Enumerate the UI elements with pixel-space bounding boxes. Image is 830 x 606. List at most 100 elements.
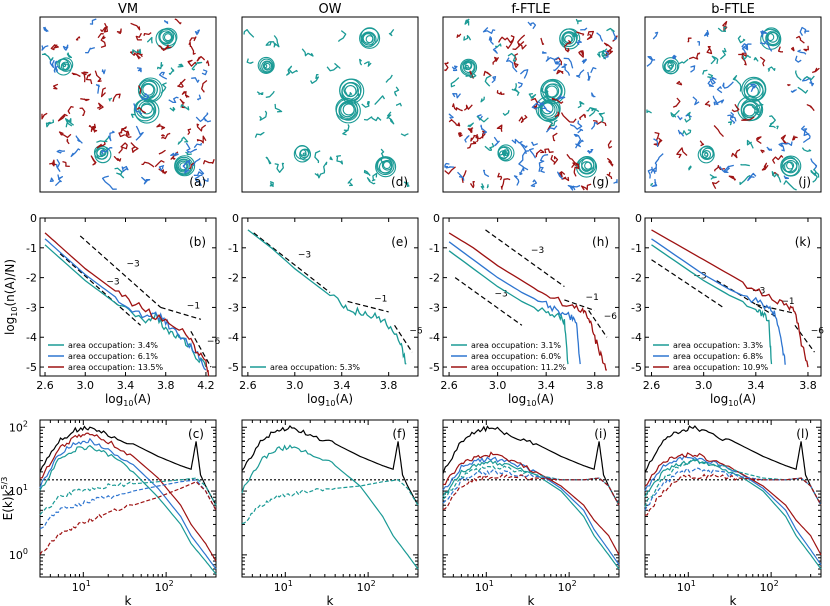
filament-red (540, 37, 545, 46)
vortex-ring (461, 60, 476, 75)
vortex-ring (62, 63, 67, 68)
axes-frame (241, 419, 419, 578)
filament-blue (581, 58, 587, 64)
filament-red (83, 73, 87, 83)
filament-blue (511, 138, 523, 144)
axes-frame (39, 217, 217, 377)
filament-teal (169, 106, 176, 112)
legend-entry: area occupation: 10.9% (673, 363, 769, 372)
x-tick-label: 101 (274, 579, 293, 594)
slope-guide (716, 280, 776, 317)
series-line-blue-dashed (39, 479, 217, 530)
filament-red (50, 44, 59, 51)
vortex-ring (497, 146, 510, 159)
filament-teal (596, 50, 607, 60)
y-axis-label: E(k)k5/3 (0, 477, 15, 521)
filament-blue (613, 179, 618, 184)
filament-teal (177, 63, 184, 68)
filament-red (687, 37, 692, 43)
column-title-1: OW (318, 2, 341, 17)
filament-blue (646, 56, 656, 67)
filament-blue (747, 172, 757, 182)
filament-teal (96, 136, 110, 143)
vortex-ring (766, 33, 775, 42)
filament-red (556, 69, 564, 75)
vortex-ring (697, 146, 715, 164)
filament-red (704, 100, 711, 107)
panel-label: (d) (391, 175, 408, 189)
vortex-ring (381, 159, 393, 171)
filament-red (196, 123, 207, 132)
filament-teal (783, 180, 797, 191)
y-tick-label: -1 (26, 242, 37, 255)
filament-red (573, 166, 580, 177)
filament-red (535, 149, 545, 158)
filament-red (711, 180, 720, 190)
filament-blue (528, 147, 537, 159)
filament-red (187, 59, 198, 67)
filament-red (607, 157, 614, 167)
filament-teal (160, 82, 167, 94)
filament-blue (557, 171, 564, 180)
filament-blue (810, 158, 818, 171)
filament-teal (709, 173, 717, 180)
vortex-ring (344, 85, 357, 98)
filament-teal (287, 68, 298, 74)
column-title-2: f-FTLE (511, 2, 550, 17)
filament-teal (286, 65, 293, 76)
filament-red (496, 124, 503, 132)
filament-blue (591, 92, 596, 98)
y-tick-label: -2 (429, 272, 440, 285)
filament-teal (727, 121, 733, 126)
filament-teal (684, 111, 691, 123)
slope-label: −1 (374, 295, 387, 305)
filament-red (714, 165, 726, 172)
vortex-ring (158, 28, 175, 45)
series-line-red (44, 232, 210, 377)
filament-blue (672, 54, 677, 60)
filament-teal (572, 30, 579, 38)
slope-guide (347, 300, 389, 313)
filament-teal (678, 58, 689, 65)
series-line-red-dashed (644, 473, 822, 516)
spectrum-panel-i: 101 102 (i) k (442, 419, 620, 606)
vortex-ring (360, 31, 377, 48)
filament-red (498, 36, 515, 44)
filament-blue (580, 27, 588, 31)
filament-red (156, 123, 166, 130)
slope-label: −3 (752, 286, 765, 296)
snapshot-structures (243, 27, 410, 188)
series-line-blue (448, 241, 581, 365)
filament-teal (795, 70, 802, 81)
filament-red (112, 93, 121, 102)
filament-red (457, 132, 463, 138)
filament-blue (464, 135, 470, 143)
filament-red (448, 119, 461, 127)
y-tick-label: -4 (429, 331, 440, 344)
filament-red (189, 36, 197, 42)
filament-teal (336, 154, 344, 165)
vortex-ring (561, 31, 576, 45)
filament-blue (492, 46, 498, 54)
filament-red (463, 104, 473, 111)
filament-teal (108, 97, 113, 102)
vortex-ring (142, 83, 155, 96)
series-line-teal-solid (644, 459, 822, 570)
series-line-blue (651, 238, 786, 365)
filament-blue (530, 179, 538, 188)
slope-label: −3 (495, 289, 508, 299)
filament-red (58, 131, 72, 139)
filament-teal (329, 156, 333, 161)
filament-red (470, 134, 479, 143)
series-line-teal-solid (39, 444, 217, 575)
x-tick-label: 3.0 (695, 379, 713, 392)
slope-guide (59, 253, 141, 326)
x-tick-label: 2.6 (440, 379, 458, 392)
filament-red (161, 134, 165, 137)
filament-teal (385, 74, 393, 83)
filament-blue (201, 69, 208, 76)
filament-blue (483, 169, 490, 178)
snapshot-structures (646, 20, 820, 191)
filament-red (97, 32, 104, 39)
y-tick-label: -5 (631, 361, 642, 374)
